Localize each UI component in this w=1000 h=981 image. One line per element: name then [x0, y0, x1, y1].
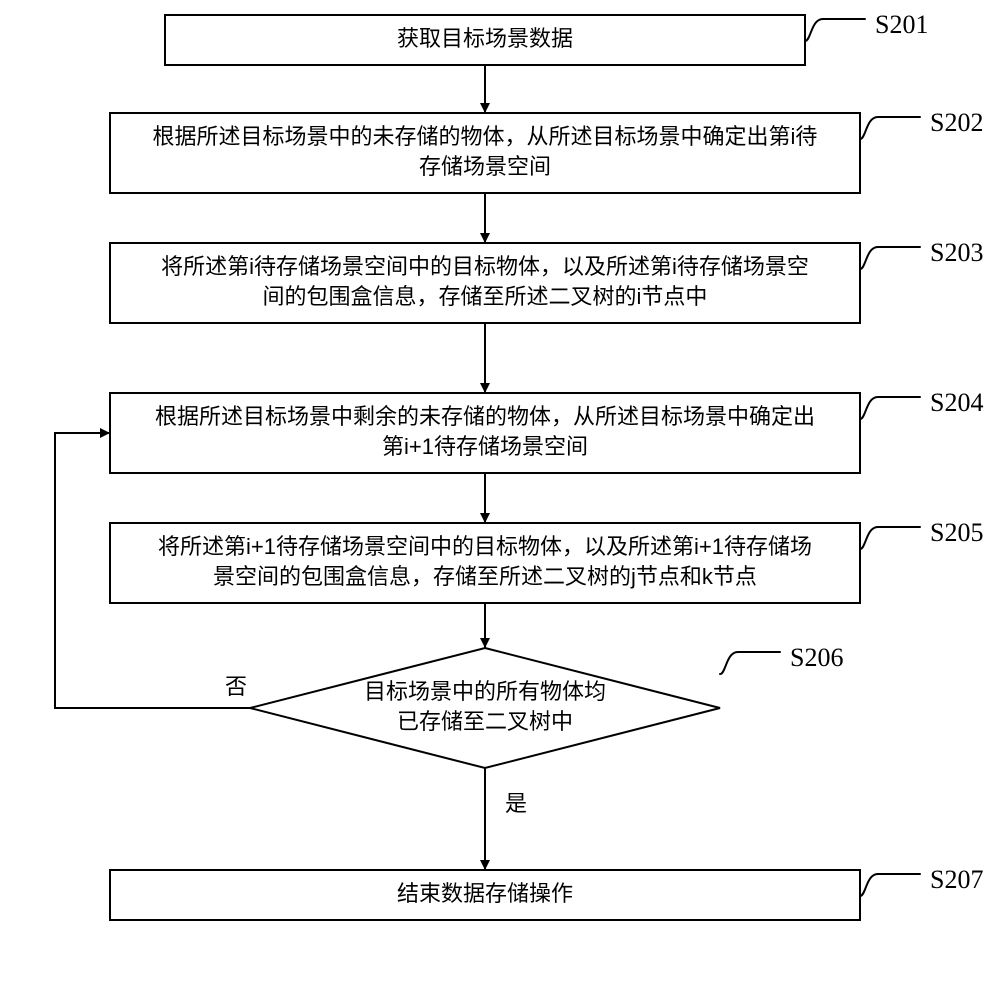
node-s203-text: 将所述第i待存储场景空间中的目标物体，以及所述第i待存储场景空 [161, 254, 809, 279]
node-s205-text: 景空间的包围盒信息，存储至所述二叉树的j节点和k节点 [213, 564, 757, 589]
step-label-s204: S204 [930, 388, 983, 417]
step-label-s203: S203 [930, 238, 983, 267]
flowchart: 获取目标场景数据 S201 根据所述目标场景中的未存储的物体，从所述目标场景中确定出… [0, 0, 1000, 981]
node-s202-text: 根据所述目标场景中的未存储的物体，从所述目标场景中确定出第i待 [153, 124, 818, 149]
node-s202-text: 存储场景空间 [419, 154, 551, 179]
node-s201-text: 获取目标场景数据 [397, 26, 573, 51]
edge-6-label: 否 [225, 674, 247, 699]
step-label-s206: S206 [790, 643, 843, 672]
node-s204-text: 第i+1待存储场景空间 [382, 434, 588, 459]
edge-5-label: 是 [505, 791, 527, 816]
node-s207-text: 结束数据存储操作 [397, 881, 573, 906]
node-s203-text: 间的包围盒信息，存储至所述二叉树的i节点中 [263, 284, 708, 309]
node-s206-text: 目标场景中的所有物体均 [364, 679, 606, 704]
node-s204-text: 根据所述目标场景中剩余的未存储的物体，从所述目标场景中确定出 [155, 404, 815, 429]
step-label-s207: S207 [930, 865, 983, 894]
step-label-s205: S205 [930, 518, 983, 547]
step-label-s202: S202 [930, 108, 983, 137]
step-label-s201: S201 [875, 10, 928, 39]
node-s205-text: 将所述第i+1待存储场景空间中的目标物体，以及所述第i+1待存储场 [158, 534, 812, 559]
node-s206-text: 已存储至二叉树中 [397, 709, 573, 734]
